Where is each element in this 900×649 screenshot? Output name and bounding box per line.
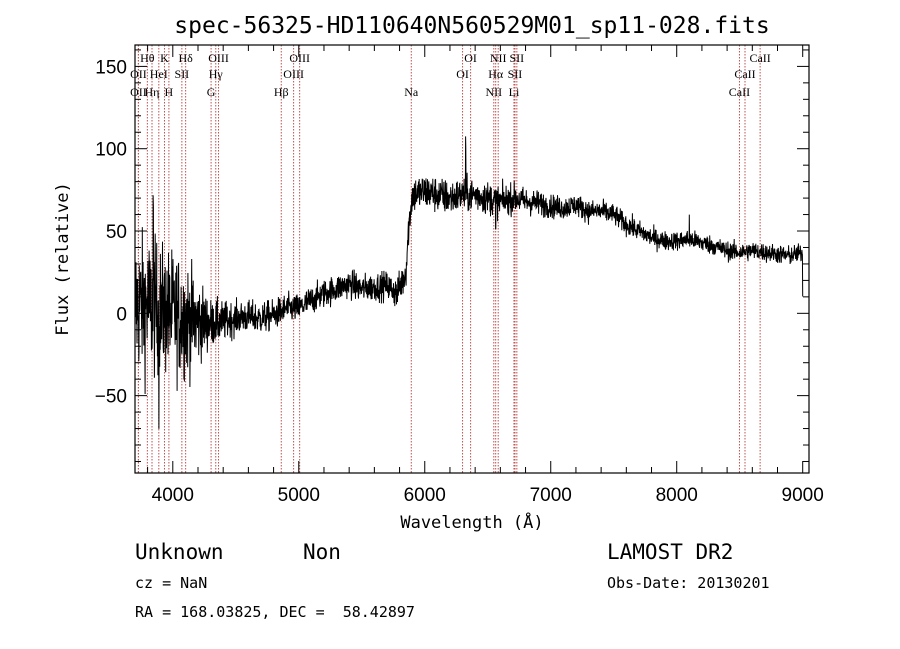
spectral-line-label: SII — [175, 67, 190, 81]
y-axis-label: Flux (relative) — [53, 182, 73, 336]
coordinates-text: RA = 168.03825, DEC = 58.42897 — [135, 603, 415, 621]
spectral-line-markers — [137, 45, 761, 473]
spectral-line-label: OIII — [289, 51, 310, 65]
spectral-line-label: NII — [490, 51, 507, 65]
spectral-line-label: Hδ — [178, 51, 193, 65]
object-class: Unknown — [135, 540, 224, 564]
plot-frame — [134, 44, 810, 474]
spectral-line-label: SII — [510, 51, 525, 65]
y-axis-ticks: −50 0 50 100 150 — [95, 49, 809, 462]
spectral-line-label: Hγ — [209, 67, 224, 81]
spectral-line-label: Hη — [145, 85, 160, 99]
x-axis-label: Wavelength (Å) — [400, 511, 543, 533]
redshift-text: cz = NaN — [135, 574, 208, 592]
spectral-line-label: Na — [404, 85, 419, 99]
spectral-line-label: Li — [509, 85, 520, 99]
spectral-line-label: G — [207, 85, 216, 99]
spectral-line-label: OIII — [208, 51, 229, 65]
spectral-line-label: H — [165, 85, 174, 99]
y-tick-label: 0 — [116, 304, 127, 325]
spectral-line-label: CaII — [749, 51, 770, 65]
spectrum-series — [134, 136, 804, 429]
observation-date: Obs-Date: 20130201 — [607, 574, 770, 592]
x-tick-label: 5000 — [278, 485, 320, 506]
y-tick-label: 50 — [106, 222, 127, 243]
spectral-line-label: SII — [508, 67, 523, 81]
spectral-line-label: CaII — [734, 67, 755, 81]
x-tick-label: 7000 — [530, 485, 572, 506]
x-axis-ticks: 4000 5000 6000 7000 8000 9000 — [147, 45, 824, 506]
chart-title: spec-56325-HD110640N560529M01_sp11-028.f… — [174, 13, 769, 39]
spectral-line-label: Hβ — [274, 85, 289, 99]
spectral-line-label: NII — [485, 85, 502, 99]
x-tick-label: 8000 — [656, 485, 698, 506]
spectral-line-label: Hα — [488, 67, 504, 81]
x-tick-label: 6000 — [404, 485, 446, 506]
spectral-line-label: K — [160, 51, 169, 65]
x-tick-label: 9000 — [782, 485, 824, 506]
spectral-line-label: Hθ — [140, 51, 155, 65]
spectral-line-label: HeI — [150, 67, 168, 81]
spectral-line-label: OI — [456, 67, 469, 81]
y-tick-label: 100 — [95, 140, 127, 161]
spectral-line-label: OII — [130, 67, 147, 81]
y-tick-label: 150 — [95, 57, 127, 78]
spectral-line-label: OI — [464, 51, 477, 65]
spectral-line-label: CaII — [729, 85, 750, 99]
y-tick-label: −50 — [95, 387, 127, 408]
survey-name: LAMOST DR2 — [607, 540, 734, 564]
x-tick-label: 4000 — [152, 485, 194, 506]
spectral-line-labels: OIIHθOIIHηHeIKHSIIHδGHγOIIIHβOIIIOIIINaO… — [130, 51, 771, 99]
spectral-line-label: OII — [130, 85, 147, 99]
object-subclass: Non — [303, 540, 341, 564]
spectral-line-label: OIII — [283, 67, 304, 81]
